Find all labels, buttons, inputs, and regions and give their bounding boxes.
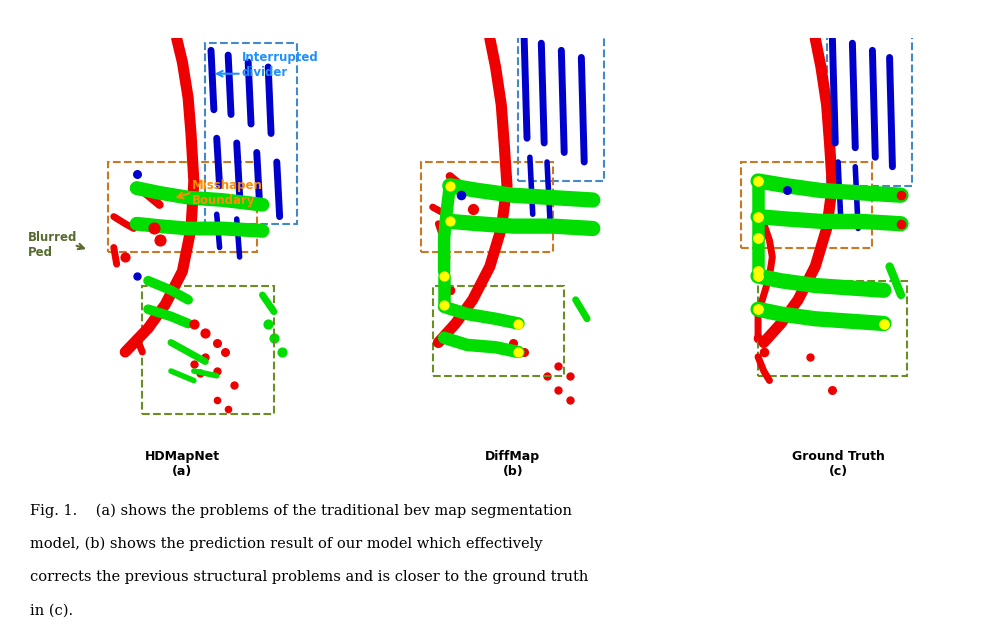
Point (186, 359, 202, 369)
Text: in (c).: in (c). (30, 603, 73, 617)
Bar (740, 162, 873, 247)
Point (226, 380, 242, 390)
Point (750, 176, 766, 186)
Point (442, 181, 458, 191)
Text: model, (b) shows the prediction result of our model which effectively: model, (b) shows the prediction result o… (30, 537, 542, 551)
Point (186, 319, 202, 329)
Point (511, 347, 527, 357)
Point (454, 190, 469, 201)
Point (442, 285, 458, 296)
Point (750, 271, 766, 281)
Text: (b): (b) (503, 465, 523, 478)
Point (197, 352, 213, 362)
Point (750, 212, 766, 222)
Point (750, 266, 766, 276)
Text: (a): (a) (173, 465, 192, 478)
Point (209, 394, 225, 404)
Point (750, 304, 766, 314)
Bar (826, 34, 912, 186)
Point (436, 299, 452, 310)
Text: HDMapNet: HDMapNet (145, 450, 220, 463)
Point (824, 385, 840, 395)
Point (750, 333, 766, 343)
Bar (142, 285, 274, 414)
Point (146, 223, 162, 233)
Text: (c): (c) (828, 465, 848, 478)
Text: DiffMap: DiffMap (485, 450, 540, 463)
Text: Misshapen
Boundary: Misshapen Boundary (192, 179, 263, 208)
Point (779, 185, 795, 196)
Point (550, 361, 566, 371)
Point (442, 216, 458, 226)
Point (220, 404, 236, 414)
Bar (519, 34, 604, 181)
Point (436, 276, 452, 286)
Point (197, 328, 213, 338)
Point (260, 319, 276, 329)
Point (464, 204, 480, 215)
Text: Blurred
Ped: Blurred Ped (28, 231, 77, 259)
Point (756, 347, 772, 357)
Point (129, 271, 145, 281)
Point (191, 369, 207, 379)
Point (802, 352, 817, 362)
Point (436, 271, 452, 281)
Point (209, 366, 225, 376)
Bar (433, 285, 564, 376)
Text: Interrupted
divider: Interrupted divider (242, 51, 318, 79)
Bar (421, 162, 553, 253)
Point (539, 370, 555, 381)
Point (562, 370, 578, 381)
Point (266, 333, 282, 343)
FancyBboxPatch shape (0, 0, 986, 490)
Point (505, 337, 521, 347)
Point (517, 347, 532, 357)
Point (152, 235, 168, 246)
Bar (108, 162, 256, 253)
Point (511, 319, 527, 329)
Bar (758, 281, 907, 376)
Point (550, 385, 566, 395)
Point (893, 219, 909, 229)
Bar (205, 43, 297, 224)
Point (750, 233, 766, 243)
Point (274, 347, 290, 357)
Point (217, 347, 233, 357)
Point (129, 169, 145, 179)
Point (876, 319, 891, 329)
Text: corrects the previous structural problems and is closer to the ground truth: corrects the previous structural problem… (30, 570, 588, 584)
Point (893, 190, 909, 201)
Text: Ground Truth: Ground Truth (792, 450, 884, 463)
Point (117, 252, 133, 262)
Point (562, 394, 578, 404)
Text: Fig. 1.    (a) shows the problems of the traditional bev map segmentation: Fig. 1. (a) shows the problems of the tr… (30, 503, 572, 517)
Point (209, 337, 225, 347)
